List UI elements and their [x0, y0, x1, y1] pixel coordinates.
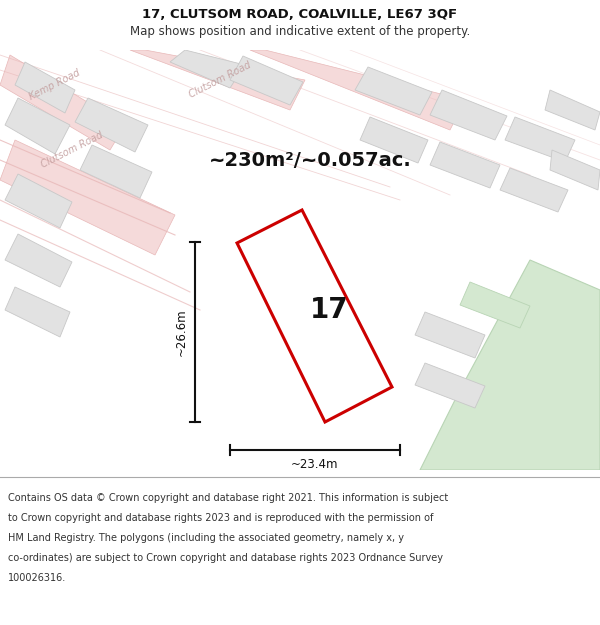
Polygon shape — [15, 62, 75, 113]
Text: HM Land Registry. The polygons (including the associated geometry, namely x, y: HM Land Registry. The polygons (includin… — [8, 533, 404, 543]
Polygon shape — [250, 50, 465, 130]
Text: 17, CLUTSOM ROAD, COALVILLE, LE67 3QF: 17, CLUTSOM ROAD, COALVILLE, LE67 3QF — [142, 8, 458, 21]
Polygon shape — [230, 56, 303, 105]
Polygon shape — [237, 210, 392, 422]
Polygon shape — [415, 363, 485, 408]
Polygon shape — [545, 90, 600, 130]
Polygon shape — [500, 168, 568, 212]
Polygon shape — [420, 260, 600, 470]
Polygon shape — [0, 140, 175, 255]
Text: co-ordinates) are subject to Crown copyright and database rights 2023 Ordnance S: co-ordinates) are subject to Crown copyr… — [8, 553, 443, 563]
Polygon shape — [355, 67, 432, 115]
Text: ~23.4m: ~23.4m — [291, 458, 339, 471]
Text: to Crown copyright and database rights 2023 and is reproduced with the permissio: to Crown copyright and database rights 2… — [8, 513, 433, 523]
Polygon shape — [550, 150, 600, 190]
Polygon shape — [5, 98, 70, 154]
Polygon shape — [430, 142, 500, 188]
Text: Map shows position and indicative extent of the property.: Map shows position and indicative extent… — [130, 26, 470, 39]
Text: ~230m²/~0.057ac.: ~230m²/~0.057ac. — [209, 151, 412, 169]
Polygon shape — [415, 312, 485, 358]
Polygon shape — [460, 282, 530, 328]
Polygon shape — [80, 145, 152, 198]
Text: ~26.6m: ~26.6m — [175, 308, 187, 356]
Polygon shape — [5, 234, 72, 287]
Polygon shape — [430, 90, 507, 140]
Text: 17: 17 — [310, 296, 349, 324]
Polygon shape — [75, 98, 148, 152]
Polygon shape — [360, 117, 428, 163]
Text: Contains OS data © Crown copyright and database right 2021. This information is : Contains OS data © Crown copyright and d… — [8, 493, 448, 503]
Text: Clutsom Road: Clutsom Road — [187, 60, 253, 100]
Text: Clutsom Road: Clutsom Road — [40, 130, 104, 170]
Text: Kemp Road: Kemp Road — [28, 68, 82, 102]
Text: 100026316.: 100026316. — [8, 573, 66, 583]
Polygon shape — [170, 50, 245, 88]
Polygon shape — [0, 55, 125, 150]
Polygon shape — [130, 50, 305, 110]
Polygon shape — [5, 287, 70, 337]
Polygon shape — [5, 174, 72, 228]
Polygon shape — [505, 117, 575, 162]
